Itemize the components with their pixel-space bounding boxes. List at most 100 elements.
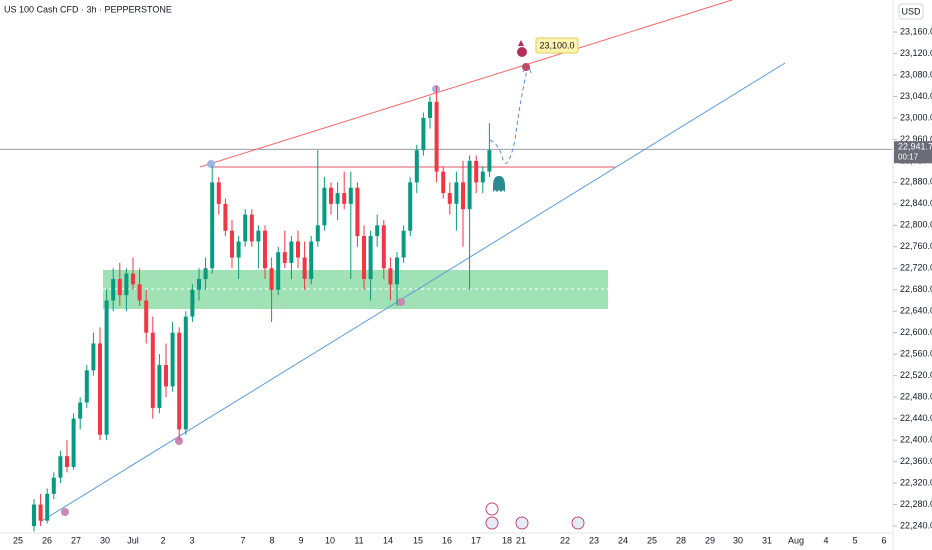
candle-body (183, 316, 188, 430)
candle-body (38, 504, 43, 521)
candle-body (322, 187, 327, 226)
candle-body (117, 279, 122, 296)
x-tick-label: 6 (881, 535, 886, 545)
time-axis: 25 26 27 30 Jul 2 3 7 8 9 10 11 14 15 16 17 18 21 22 23 24 25… (13, 535, 887, 545)
x-tick-label: 31 (762, 535, 772, 545)
candle-body (197, 279, 201, 290)
y-tick-label: 22,280.0 (900, 499, 932, 509)
candle-body (276, 252, 281, 290)
candle-body (249, 214, 254, 242)
price-axis: 22,240.0 22,280.0 22,320.0 22,360.0 22,400.0… (894, 26, 932, 530)
candle-body (428, 101, 432, 118)
x-tick-label: 18 (502, 535, 512, 545)
candle-body (210, 182, 215, 269)
y-tick-label: 22,640.0 (900, 306, 932, 316)
y-tick-label: 22,360.0 (900, 456, 932, 466)
candle-body (223, 203, 228, 231)
y-tick-label: 23,040.0 (900, 91, 932, 101)
touch-point (61, 508, 69, 516)
touch-point (397, 298, 405, 306)
y-tick-label: 22,760.0 (900, 241, 932, 251)
event-icons (485, 502, 585, 530)
event-icon (515, 516, 529, 530)
y-tick-label: 22,520.0 (900, 370, 932, 380)
touch-point (175, 437, 183, 445)
candle-body (447, 193, 452, 204)
x-tick-label: 27 (71, 535, 81, 545)
candle-body (414, 150, 419, 183)
projection-path (489, 65, 529, 164)
event-icon (485, 516, 499, 530)
touch-point (207, 160, 215, 168)
candle-body (315, 225, 320, 242)
candle-body (375, 225, 380, 237)
candle-body (98, 343, 102, 435)
currency-label[interactable]: USD (901, 6, 921, 16)
y-tick-label: 22,400.0 (900, 434, 932, 444)
candle-body (408, 182, 413, 231)
x-tick-label: Aug (788, 535, 804, 545)
target-box (535, 37, 579, 54)
candle-body (203, 268, 208, 280)
candle-body (45, 493, 50, 521)
candle-body (421, 117, 426, 151)
candle-body (401, 230, 406, 258)
target-label: 23,100.0 (539, 40, 574, 50)
candle-body (124, 273, 129, 296)
candle-body (289, 241, 294, 263)
x-tick-label: 9 (298, 535, 303, 545)
x-tick-label: 4 (823, 535, 828, 545)
x-tick-label: 14 (383, 535, 393, 545)
y-tick-label: 22,840.0 (900, 198, 932, 208)
x-tick-label: 22 (560, 535, 570, 545)
x-tick-label: 16 (442, 535, 452, 545)
candle-body (65, 456, 69, 467)
candle-body (335, 193, 340, 204)
last-price-box (894, 141, 932, 164)
y-tick-label: 22,720.0 (900, 263, 932, 273)
candle-body (282, 252, 287, 263)
candle-body (296, 241, 300, 258)
touch-points (61, 63, 530, 516)
candle-body (84, 370, 89, 403)
candle-body (170, 332, 175, 387)
x-tick-label: 3 (189, 535, 194, 545)
x-tick-label: 24 (618, 535, 628, 545)
candle-body (461, 182, 465, 210)
x-tick-label: 21 (516, 535, 526, 545)
y-tick-label: 23,080.0 (900, 69, 932, 79)
candle-body (434, 101, 439, 172)
touch-point (522, 63, 530, 71)
event-icon (571, 516, 585, 530)
x-tick-label: 17 (471, 535, 481, 545)
x-tick-label: 26 (42, 535, 52, 545)
candle-body (177, 332, 182, 430)
candle-body (104, 300, 109, 435)
candle-body (216, 182, 221, 204)
candle-body (236, 241, 241, 258)
candle-body (32, 504, 36, 527)
candle-body (355, 187, 360, 237)
candle-body (137, 284, 142, 301)
candle-body (329, 187, 333, 204)
x-tick-label: 23 (589, 535, 599, 545)
event-icon (485, 502, 499, 516)
candle-body (395, 257, 399, 285)
y-tick-label: 22,960.0 (900, 134, 932, 144)
x-tick-label: Jul (127, 535, 139, 545)
y-tick-label: 22,320.0 (900, 477, 932, 487)
candle-body (91, 343, 96, 371)
x-tick-label: 25 (647, 535, 657, 545)
x-tick-label: 25 (13, 535, 23, 545)
y-tick-label: 23,160.0 (900, 26, 932, 36)
candle-body (78, 402, 83, 419)
candle-body (368, 236, 373, 280)
candle-body (309, 241, 314, 280)
currency-button[interactable] (898, 3, 924, 20)
candle-body (164, 364, 168, 387)
ghost-icon (493, 176, 505, 192)
x-tick-label: 7 (240, 535, 245, 545)
candle-body (58, 456, 63, 478)
x-tick-label: 11 (354, 535, 363, 545)
candle-body (269, 268, 274, 290)
